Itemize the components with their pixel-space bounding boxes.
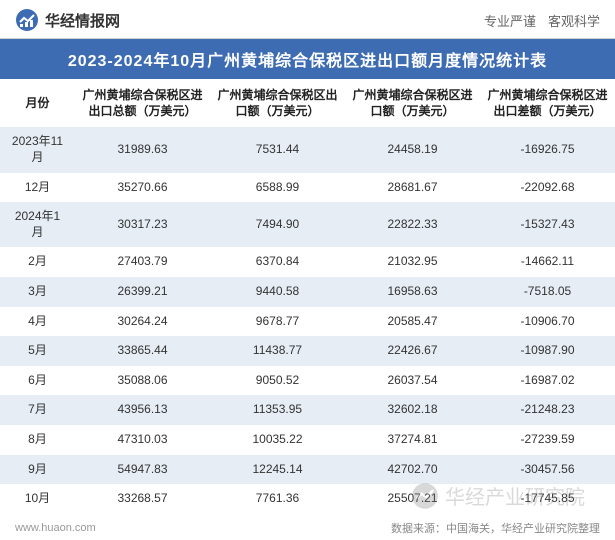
cell-month: 2024年1月 [0, 202, 75, 247]
cell-value: 43956.13 [75, 395, 210, 425]
footer-url: www.huaon.com [15, 522, 96, 534]
cell-month: 2023年11月 [0, 127, 75, 172]
cell-month: 2月 [0, 247, 75, 277]
cell-value: 6370.84 [210, 247, 345, 277]
cell-value: -14662.11 [480, 247, 615, 277]
cell-value: 25507.21 [345, 484, 480, 514]
table-row: 8月47310.0310035.2237274.81-27239.59 [0, 425, 615, 455]
col-header-2: 广州黄埔综合保税区出口额（万美元） [210, 79, 345, 127]
cell-value: 35270.66 [75, 173, 210, 203]
cell-value: 30264.24 [75, 307, 210, 337]
cell-month: 3月 [0, 277, 75, 307]
site-header: 华经情报网 专业严谨 客观科学 [0, 0, 615, 39]
cell-value: -10987.90 [480, 336, 615, 366]
table-row: 2023年11月31989.637531.4424458.19-16926.75 [0, 127, 615, 172]
cell-value: 33268.57 [75, 484, 210, 514]
footer: www.huaon.com 数据来源：中国海关，华经产业研究院整理 [15, 520, 600, 536]
cell-value: 30317.23 [75, 202, 210, 247]
cell-value: 21032.95 [345, 247, 480, 277]
cell-value: 9050.52 [210, 366, 345, 396]
table-row: 5月33865.4411438.7722426.67-10987.90 [0, 336, 615, 366]
cell-value: -22092.68 [480, 173, 615, 203]
cell-value: 32602.18 [345, 395, 480, 425]
cell-value: 26399.21 [75, 277, 210, 307]
table-row: 9月54947.8312245.1442702.70-30457.56 [0, 455, 615, 485]
tagline-2: 客观科学 [548, 11, 600, 30]
cell-value: 7531.44 [210, 127, 345, 172]
cell-value: 31989.63 [75, 127, 210, 172]
cell-value: 20585.47 [345, 307, 480, 337]
cell-value: -21248.23 [480, 395, 615, 425]
cell-month: 9月 [0, 455, 75, 485]
page-title: 2023-2024年10月广州黄埔综合保税区进出口额月度情况统计表 [0, 39, 615, 79]
cell-value: 47310.03 [75, 425, 210, 455]
table-row: 10月33268.577761.3625507.21-17745.85 [0, 484, 615, 514]
cell-value: 6588.99 [210, 173, 345, 203]
cell-value: 7494.90 [210, 202, 345, 247]
col-header-1: 广州黄埔综合保税区进出口总额（万美元） [75, 79, 210, 127]
cell-value: 11353.95 [210, 395, 345, 425]
col-header-0: 月份 [0, 79, 75, 127]
table-row: 3月26399.219440.5816958.63-7518.05 [0, 277, 615, 307]
cell-value: -15327.43 [480, 202, 615, 247]
cell-month: 10月 [0, 484, 75, 514]
cell-value: 9678.77 [210, 307, 345, 337]
table-row: 2024年1月30317.237494.9022822.33-15327.43 [0, 202, 615, 247]
table-head: 月份广州黄埔综合保税区进出口总额（万美元）广州黄埔综合保税区出口额（万美元）广州… [0, 79, 615, 127]
cell-value: -16987.02 [480, 366, 615, 396]
table-row: 7月43956.1311353.9532602.18-21248.23 [0, 395, 615, 425]
cell-value: 33865.44 [75, 336, 210, 366]
col-header-3: 广州黄埔综合保税区进口额（万美元） [345, 79, 480, 127]
cell-value: -16926.75 [480, 127, 615, 172]
site-name: 华经情报网 [45, 10, 120, 31]
logo-icon [15, 8, 39, 32]
cell-value: 26037.54 [345, 366, 480, 396]
cell-month: 4月 [0, 307, 75, 337]
cell-month: 6月 [0, 366, 75, 396]
cell-value: 27403.79 [75, 247, 210, 277]
cell-value: 22426.67 [345, 336, 480, 366]
cell-value: 9440.58 [210, 277, 345, 307]
cell-value: 42702.70 [345, 455, 480, 485]
cell-value: 35088.06 [75, 366, 210, 396]
cell-value: 11438.77 [210, 336, 345, 366]
footer-source: 数据来源：中国海关，华经产业研究院整理 [391, 520, 600, 536]
cell-value: 24458.19 [345, 127, 480, 172]
cell-value: 22822.33 [345, 202, 480, 247]
cell-value: -30457.56 [480, 455, 615, 485]
cell-value: 16958.63 [345, 277, 480, 307]
table-container: 月份广州黄埔综合保税区进出口总额（万美元）广州黄埔综合保税区出口额（万美元）广州… [0, 79, 615, 514]
cell-value: 54947.83 [75, 455, 210, 485]
cell-value: 12245.14 [210, 455, 345, 485]
table-row: 6月35088.069050.5226037.54-16987.02 [0, 366, 615, 396]
cell-value: 37274.81 [345, 425, 480, 455]
cell-month: 8月 [0, 425, 75, 455]
cell-value: -17745.85 [480, 484, 615, 514]
table-row: 2月27403.796370.8421032.95-14662.11 [0, 247, 615, 277]
table-row: 12月35270.666588.9928681.67-22092.68 [0, 173, 615, 203]
cell-value: 28681.67 [345, 173, 480, 203]
col-header-4: 广州黄埔综合保税区进出口差额（万美元） [480, 79, 615, 127]
table-body: 2023年11月31989.637531.4424458.19-16926.75… [0, 127, 615, 513]
cell-value: -7518.05 [480, 277, 615, 307]
tagline-1: 专业严谨 [484, 11, 536, 30]
data-table: 月份广州黄埔综合保税区进出口总额（万美元）广州黄埔综合保税区出口额（万美元）广州… [0, 79, 615, 514]
cell-value: -10906.70 [480, 307, 615, 337]
header-right: 专业严谨 客观科学 [484, 11, 600, 30]
table-row: 4月30264.249678.7720585.47-10906.70 [0, 307, 615, 337]
cell-month: 7月 [0, 395, 75, 425]
cell-month: 5月 [0, 336, 75, 366]
cell-value: 7761.36 [210, 484, 345, 514]
cell-value: -27239.59 [480, 425, 615, 455]
cell-month: 12月 [0, 173, 75, 203]
cell-value: 10035.22 [210, 425, 345, 455]
header-left: 华经情报网 [15, 8, 120, 32]
